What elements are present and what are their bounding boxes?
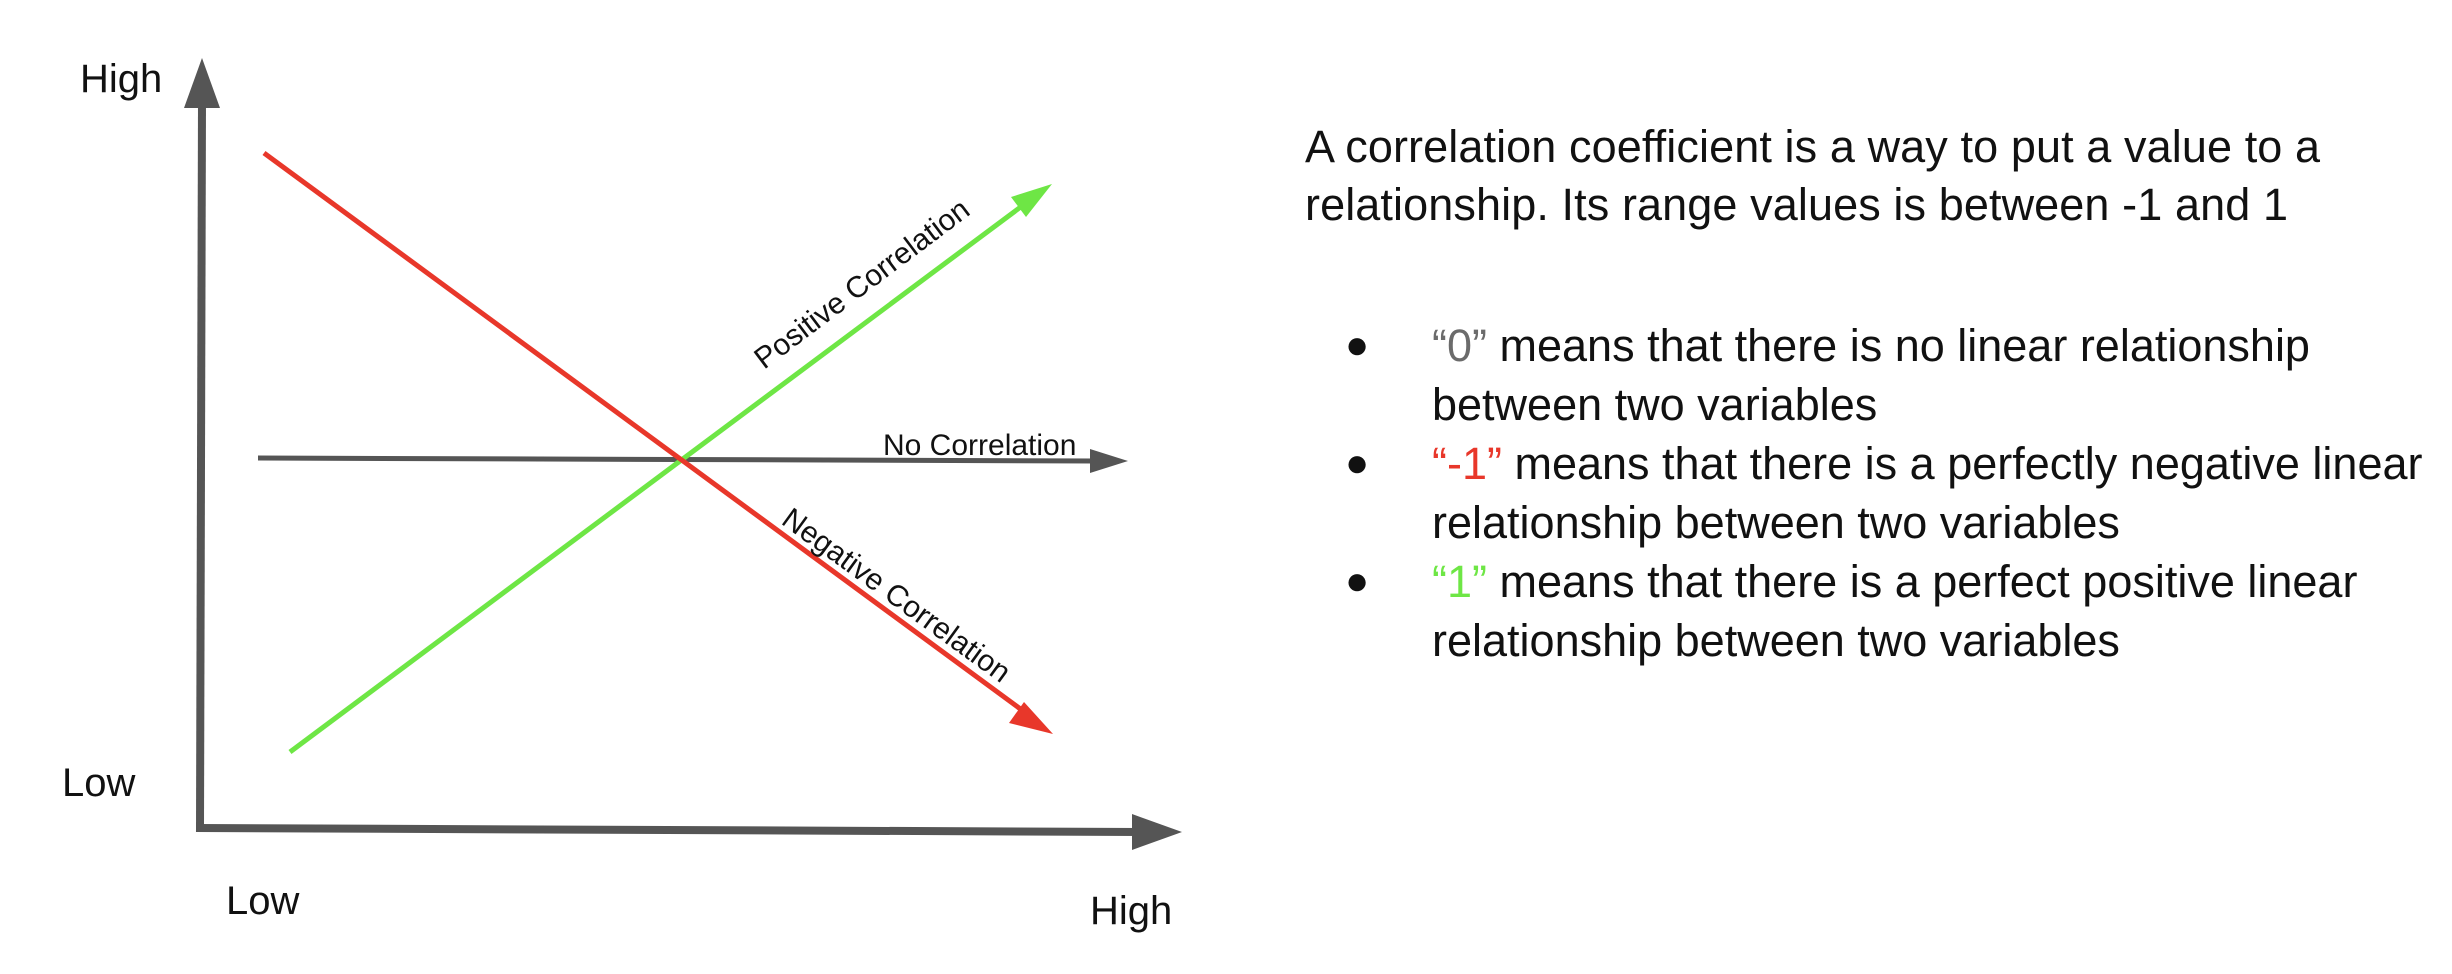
no-correlation-arrowhead <box>1090 449 1128 473</box>
bullet-dot: ● <box>1345 441 1370 485</box>
positive-correlation-line <box>288 197 1032 755</box>
y-axis <box>196 99 206 829</box>
bullet-value-zero: “0” <box>1432 320 1487 371</box>
y-axis-low-label: Low <box>62 761 135 805</box>
bullet-value-positive: “1” <box>1432 556 1487 607</box>
bullet-item-positive: ● “1” means that there is a perfect posi… <box>1305 552 2425 670</box>
x-axis-arrowhead <box>1132 814 1182 850</box>
negative-correlation-line <box>262 150 1032 719</box>
bullet-text-positive: means that there is a perfect positive l… <box>1432 556 2358 666</box>
bullet-list: ● “0” means that there is no linear rela… <box>1305 316 2425 670</box>
intro-text: A correlation coefficient is a way to pu… <box>1305 121 2321 230</box>
negative-correlation-arrowhead <box>1009 702 1053 734</box>
no-correlation-label: No Correlation <box>883 429 1076 462</box>
bullet-value-negative: “-1” <box>1432 438 1502 489</box>
bullet-text-negative: means that there is a perfectly negative… <box>1432 438 2423 548</box>
no-correlation-line <box>257 455 1096 464</box>
x-axis <box>195 824 1141 836</box>
correlation-diagram: High Low Low High Positive Correlation N… <box>62 57 1182 933</box>
y-axis-high-label: High <box>80 57 162 101</box>
positive-correlation-label: Positive Correlation <box>748 193 976 376</box>
bullet-item-negative: ● “-1” means that there is a perfectly n… <box>1305 434 2425 552</box>
negative-correlation-label: Negative Correlation <box>776 502 1017 689</box>
bullet-item-zero: ● “0” means that there is no linear rela… <box>1305 316 2425 434</box>
bullet-dot: ● <box>1345 559 1370 603</box>
x-axis-high-label: High <box>1090 889 1172 933</box>
explanation-panel: A correlation coefficient is a way to pu… <box>1305 118 2425 670</box>
x-axis-low-label: Low <box>226 879 299 923</box>
positive-correlation-arrowhead <box>1011 184 1052 217</box>
bullet-dot: ● <box>1345 323 1370 367</box>
bullet-text-zero: means that there is no linear relationsh… <box>1432 320 2310 430</box>
y-axis-arrowhead <box>184 58 220 108</box>
